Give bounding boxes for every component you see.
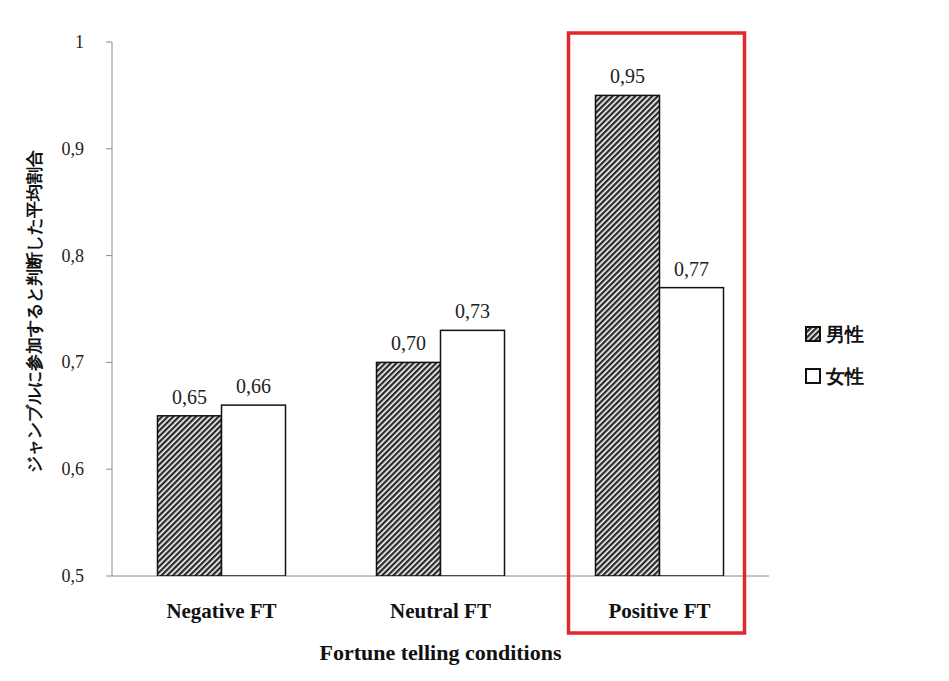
y-tick bbox=[106, 576, 112, 577]
data-label: 0,66 bbox=[236, 375, 271, 397]
data-label: 0,65 bbox=[172, 386, 207, 408]
bars bbox=[158, 95, 724, 576]
legend-label: 男性 bbox=[825, 323, 864, 345]
x-tick-label: Negative FT bbox=[166, 599, 276, 623]
bar bbox=[441, 330, 505, 576]
bar bbox=[158, 416, 222, 576]
y-tick-label: 0,6 bbox=[62, 459, 85, 479]
y-tick bbox=[106, 148, 112, 149]
bar bbox=[596, 95, 660, 576]
y-tick bbox=[106, 255, 112, 256]
y-tick-label: 0,7 bbox=[62, 352, 85, 372]
highlight-box bbox=[569, 33, 745, 633]
bar bbox=[377, 362, 441, 576]
y-tick bbox=[106, 469, 112, 470]
data-labels: 0,65 0,70 0,95 0,66 0,73 0,77 bbox=[172, 65, 709, 407]
bar bbox=[222, 405, 286, 576]
bar bbox=[660, 288, 724, 576]
legend-swatch bbox=[806, 369, 820, 383]
y-tick bbox=[106, 362, 112, 363]
legend: 男性女性 bbox=[806, 323, 864, 387]
data-label: 0,70 bbox=[391, 332, 426, 354]
y-tick-label: 1 bbox=[75, 32, 84, 52]
x-axis-title: Fortune telling conditions bbox=[319, 640, 561, 665]
chart: 0,5 0,6 0,7 0,8 0,9 1 0,65 0,70 0,95 0,66 0,73 0,77… bbox=[0, 0, 949, 681]
y-tick-label: 0,9 bbox=[62, 139, 85, 159]
y-tick-label: 0,8 bbox=[62, 246, 85, 266]
y-axis-title: ジャンブルに参加すると判断した平均割合 bbox=[24, 150, 44, 473]
data-label: 0,77 bbox=[674, 258, 709, 280]
legend-label: 女性 bbox=[825, 365, 864, 387]
data-label: 0,73 bbox=[455, 300, 490, 322]
x-tick-label: Positive FT bbox=[608, 599, 710, 623]
y-tick-label: 0,5 bbox=[62, 566, 85, 586]
y-tick bbox=[106, 42, 112, 43]
y-axis bbox=[112, 42, 113, 576]
legend-swatch bbox=[806, 327, 820, 341]
x-tick-label: Neutral FT bbox=[390, 599, 491, 623]
data-label: 0,95 bbox=[610, 65, 645, 87]
